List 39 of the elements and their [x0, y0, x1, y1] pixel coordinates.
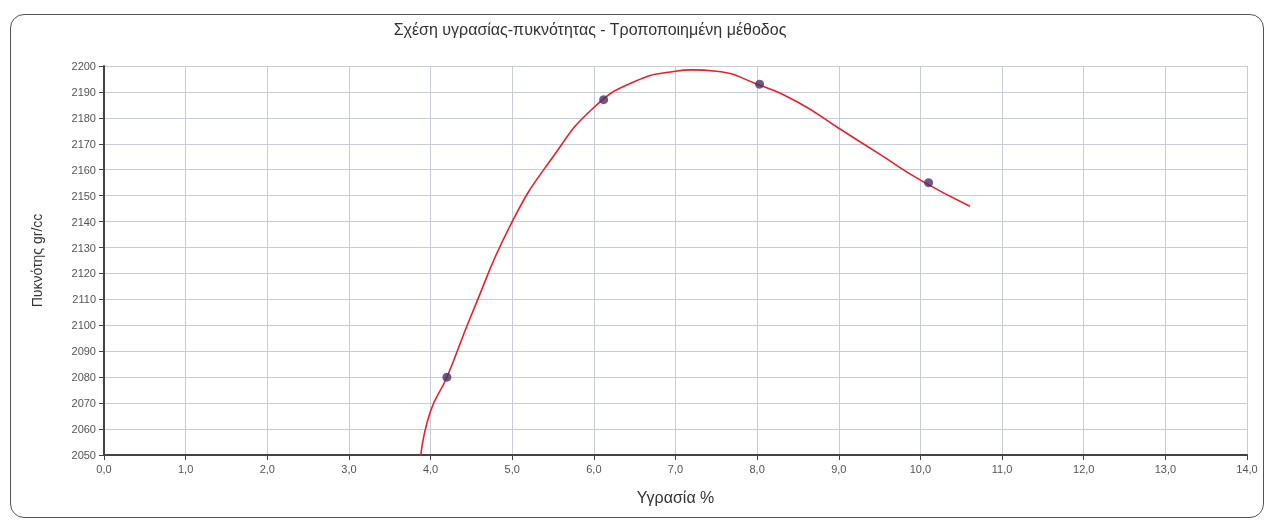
y-axis-title: Πυκνότης gr/cc — [29, 213, 45, 308]
y-tick-label: 2090 — [71, 345, 96, 358]
x-tick-label: 0,0 — [96, 462, 112, 475]
x-tick-label: 4,0 — [422, 462, 439, 475]
y-tick-label: 2120 — [71, 267, 96, 280]
x-tick-label: 3,0 — [341, 462, 357, 475]
y-tick-label: 2140 — [71, 215, 96, 228]
x-tick-label: 7,0 — [667, 462, 684, 475]
x-tick-label: 11,0 — [991, 462, 1013, 475]
y-tick-label: 2080 — [71, 371, 96, 384]
point — [599, 95, 609, 105]
y-tick-label: 2100 — [71, 319, 96, 332]
point — [755, 79, 765, 89]
y-tick-label: 2170 — [71, 137, 96, 150]
y-tick-label: 2110 — [72, 293, 96, 306]
x-tick-label: 14,0 — [1236, 462, 1258, 475]
y-tick-label: 2070 — [71, 397, 96, 410]
x-tick-label: 9,0 — [831, 462, 847, 475]
y-tick-label: 2180 — [71, 111, 96, 124]
y-tick-label: 2190 — [71, 85, 96, 98]
y-tick-label: 2130 — [71, 241, 96, 254]
point — [442, 372, 452, 382]
y-tick-label: 2160 — [71, 163, 96, 176]
x-tick-label: 6,0 — [586, 462, 602, 475]
y-tick-label: 2150 — [71, 189, 96, 202]
y-tick-label: 2060 — [71, 423, 96, 436]
y-tick-label: 2200 — [71, 60, 96, 72]
chart-title: Σχέση υγρασίας-πυκνότητας - Τροποποιημένη μέθοδος — [393, 20, 787, 38]
x-tick-label: 10,0 — [909, 462, 932, 475]
point — [924, 178, 934, 188]
x-tick-label: 8,0 — [749, 462, 765, 475]
x-axis-title: Υγρασία % — [636, 488, 715, 506]
x-tick-label: 13,0 — [1154, 462, 1177, 475]
x-tick-label: 5,0 — [504, 462, 520, 475]
x-tick-label: 12,0 — [1073, 462, 1095, 475]
x-tick-label: 2,0 — [259, 462, 275, 475]
y-tick-label: 2050 — [71, 449, 96, 461]
x-tick-label: 1,0 — [177, 462, 194, 475]
line-series — [419, 69, 971, 456]
